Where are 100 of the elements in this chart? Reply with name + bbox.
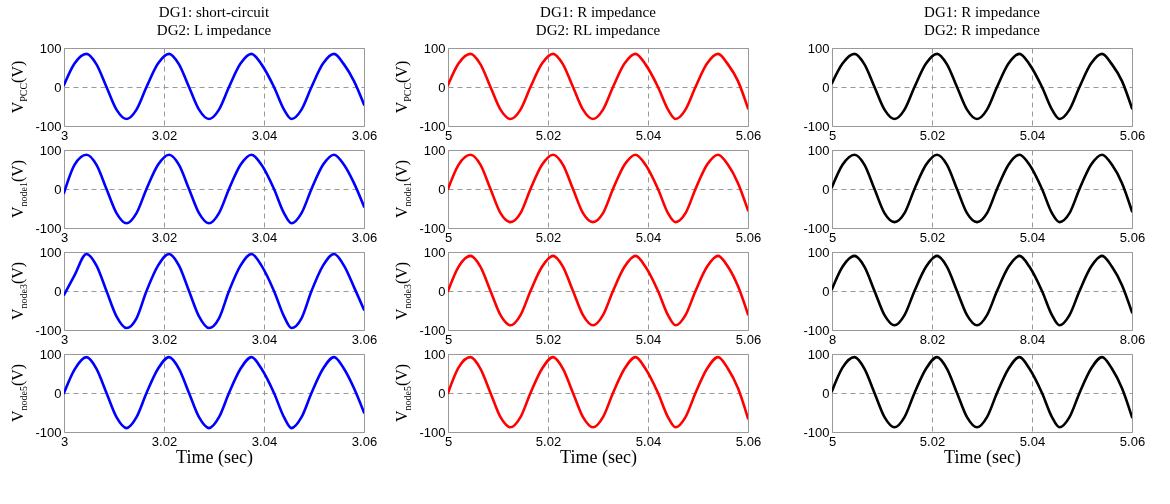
x-tick-label: 5.04	[635, 331, 662, 347]
x-tick-label: 5.06	[1119, 229, 1146, 245]
x-tick-label: 5.02	[535, 127, 562, 143]
x-tick-label: 5.06	[735, 127, 762, 143]
x-axis-title: Time (sec)	[944, 446, 1021, 468]
chart-subtitle: DG2: RL impedance	[535, 22, 661, 38]
x-tick-label: 3.02	[151, 229, 178, 245]
x-tick-label: 3.02	[151, 433, 178, 449]
line-series	[832, 254, 1132, 327]
line-series	[448, 254, 748, 327]
line-series	[64, 252, 364, 330]
y-tick-label: 100	[807, 142, 830, 158]
line-series	[832, 153, 1132, 224]
y-tick-label: 100	[39, 244, 62, 260]
y-tick-label: 100	[807, 346, 830, 362]
y-tick-label: 0	[822, 79, 830, 95]
y-tick-label: 100	[807, 244, 830, 260]
y-tick-label: 0	[438, 181, 446, 197]
y-tick-label: -100	[803, 118, 830, 134]
x-tick-label: 5.02	[535, 229, 562, 245]
x-tick-label: 3.06	[351, 229, 378, 245]
y-tick-label: 100	[39, 142, 62, 158]
x-tick-label: 5	[444, 433, 453, 449]
x-tick-label: 5	[444, 229, 453, 245]
y-tick-label: -100	[803, 220, 830, 236]
x-tick-label: 3.06	[351, 433, 378, 449]
x-tick-label: 5.04	[635, 127, 662, 143]
x-tick-label: 3	[60, 433, 69, 449]
y-tick-label: 100	[39, 346, 62, 362]
x-tick-label: 3	[60, 229, 69, 245]
chart-subtitle: DG2: L impedance	[156, 22, 272, 38]
x-tick-label: 8.02	[919, 331, 946, 347]
x-tick-label: 5.02	[919, 229, 946, 245]
y-tick-label: 0	[438, 385, 446, 401]
y-tick-label: 100	[423, 244, 446, 260]
y-tick-label: 100	[39, 40, 62, 56]
x-tick-label: 5	[828, 433, 837, 449]
x-tick-label: 3.04	[251, 331, 278, 347]
x-tick-label: 5.06	[735, 433, 762, 449]
x-tick-label: 5.06	[1119, 433, 1146, 449]
x-tick-label: 5	[828, 229, 837, 245]
x-axis-title: Time (sec)	[176, 446, 253, 468]
line-series	[64, 52, 364, 121]
y-tick-label: -100	[419, 424, 446, 440]
x-tick-label: 3.02	[151, 331, 178, 347]
x-tick-label: 8.04	[1019, 331, 1046, 347]
y-tick-label: 0	[438, 79, 446, 95]
x-tick-label: 3.06	[351, 331, 378, 347]
x-tick-label: 3.04	[251, 127, 278, 143]
line-series	[832, 355, 1132, 429]
line-series	[448, 153, 748, 224]
y-tick-label: -100	[419, 118, 446, 134]
line-series	[448, 52, 748, 121]
y-tick-label: -100	[419, 220, 446, 236]
x-tick-label: 5.02	[535, 331, 562, 347]
x-tick-label: 5.04	[1019, 127, 1046, 143]
x-tick-label: 3	[60, 127, 69, 143]
line-series	[832, 52, 1132, 121]
x-tick-label: 5.04	[635, 433, 662, 449]
y-tick-label: 0	[822, 385, 830, 401]
chart-title: DG1: R impedance	[924, 4, 1041, 20]
line-series	[64, 355, 364, 430]
y-tick-label: 0	[54, 181, 62, 197]
x-tick-label: 3.04	[251, 229, 278, 245]
line-series	[448, 355, 748, 429]
x-tick-label: 5.06	[735, 331, 762, 347]
chart-subtitle: DG2: R impedance	[924, 22, 1041, 38]
x-axis-title: Time (sec)	[560, 446, 637, 468]
chart-title: DG1: R impedance	[540, 4, 657, 20]
y-tick-label: -100	[419, 322, 446, 338]
x-tick-label: 5.04	[635, 229, 662, 245]
x-tick-label: 5.02	[535, 433, 562, 449]
y-tick-label: -100	[35, 322, 62, 338]
x-tick-label: 3.02	[151, 127, 178, 143]
y-tick-label: 100	[423, 40, 446, 56]
y-tick-label: 0	[822, 181, 830, 197]
x-tick-label: 5.04	[1019, 433, 1046, 449]
y-tick-label: -100	[803, 424, 830, 440]
x-tick-label: 5	[444, 127, 453, 143]
y-tick-label: -100	[35, 220, 62, 236]
y-tick-label: 0	[822, 283, 830, 299]
y-tick-label: 100	[807, 40, 830, 56]
y-tick-label: 100	[423, 346, 446, 362]
x-tick-label: 8	[828, 331, 837, 347]
y-tick-label: -100	[803, 322, 830, 338]
x-tick-label: 5.02	[919, 127, 946, 143]
x-tick-label: 5	[828, 127, 837, 143]
x-tick-label: 3.04	[251, 433, 278, 449]
x-tick-label: 5.06	[735, 229, 762, 245]
x-tick-label: 8.06	[1119, 331, 1146, 347]
x-tick-label: 3.06	[351, 127, 378, 143]
x-tick-label: 3	[60, 331, 69, 347]
x-tick-label: 5.06	[1119, 127, 1146, 143]
chart-title: DG1: short-circuit	[158, 4, 271, 20]
y-tick-label: -100	[35, 424, 62, 440]
y-tick-label: 0	[54, 385, 62, 401]
x-tick-label: 5	[444, 331, 453, 347]
y-tick-label: 100	[423, 142, 446, 158]
x-tick-label: 5.04	[1019, 229, 1046, 245]
y-tick-label: 0	[54, 79, 62, 95]
